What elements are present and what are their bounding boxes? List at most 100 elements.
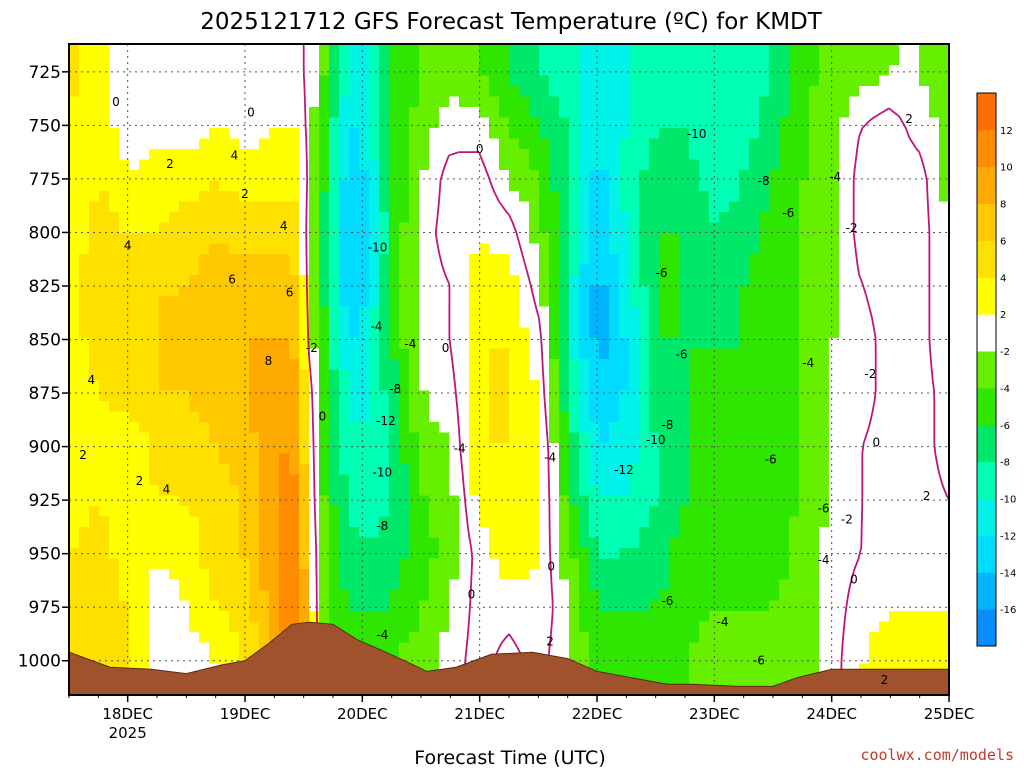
temperature-cell xyxy=(269,306,280,318)
temperature-cell xyxy=(219,579,230,591)
temperature-cell xyxy=(759,611,770,623)
temperature-cell xyxy=(169,537,180,549)
temperature-cell xyxy=(869,306,880,318)
temperature-cell xyxy=(319,170,330,182)
temperature-cell xyxy=(349,222,360,234)
temperature-cell xyxy=(499,359,510,371)
temperature-cell xyxy=(849,621,860,633)
temperature-cell xyxy=(759,348,770,360)
temperature-cell xyxy=(459,212,470,224)
temperature-cell xyxy=(789,516,800,528)
temperature-cell xyxy=(699,390,710,402)
temperature-cell xyxy=(69,516,80,528)
temperature-cell xyxy=(369,201,380,213)
temperature-cell xyxy=(209,212,220,224)
temperature-cell xyxy=(389,611,400,623)
temperature-cell xyxy=(249,96,260,108)
temperature-cell xyxy=(849,306,860,318)
temperature-cell xyxy=(499,600,510,612)
temperature-cell xyxy=(329,369,340,381)
temperature-cell xyxy=(79,296,90,308)
temperature-cell xyxy=(749,191,760,203)
temperature-cell xyxy=(159,86,170,98)
temperature-cell xyxy=(179,369,190,381)
temperature-cell xyxy=(169,663,180,675)
temperature-cell xyxy=(179,128,190,140)
temperature-cell xyxy=(639,96,650,108)
temperature-cell xyxy=(509,453,520,465)
temperature-cell xyxy=(819,128,830,140)
temperature-cell xyxy=(529,548,540,560)
temperature-cell xyxy=(239,348,250,360)
temperature-cell xyxy=(139,212,150,224)
temperature-cell xyxy=(189,411,200,423)
temperature-cell xyxy=(239,506,250,518)
temperature-cell xyxy=(539,569,550,581)
temperature-cell xyxy=(89,222,100,234)
temperature-cell xyxy=(229,201,240,213)
temperature-cell xyxy=(219,537,230,549)
temperature-cell xyxy=(749,380,760,392)
temperature-cell xyxy=(839,201,850,213)
temperature-cell xyxy=(609,558,620,570)
temperature-cell xyxy=(539,516,550,528)
temperature-cell xyxy=(849,380,860,392)
temperature-cell xyxy=(659,495,670,507)
temperature-cell xyxy=(439,527,450,539)
temperature-cell xyxy=(229,495,240,507)
temperature-cell xyxy=(449,600,460,612)
temperature-cell xyxy=(659,117,670,129)
temperature-cell xyxy=(729,411,740,423)
temperature-cell xyxy=(69,86,80,98)
temperature-cell xyxy=(169,317,180,329)
temperature-cell xyxy=(659,653,670,665)
temperature-cell xyxy=(739,401,750,413)
temperature-cell xyxy=(189,306,200,318)
temperature-cell xyxy=(839,506,850,518)
temperature-cell xyxy=(519,390,530,402)
temperature-cell xyxy=(469,222,480,234)
temperature-cell xyxy=(419,600,430,612)
temperature-cell xyxy=(769,432,780,444)
temperature-cell xyxy=(649,243,660,255)
temperature-cell xyxy=(79,359,90,371)
temperature-cell xyxy=(239,611,250,623)
temperature-cell xyxy=(439,201,450,213)
temperature-cell xyxy=(139,380,150,392)
temperature-cell xyxy=(509,296,520,308)
temperature-cell xyxy=(119,317,130,329)
temperature-cell xyxy=(659,54,670,66)
temperature-cell xyxy=(169,96,180,108)
temperature-cell xyxy=(329,485,340,497)
temperature-cell xyxy=(809,380,820,392)
temperature-cell xyxy=(579,569,590,581)
temperature-cell xyxy=(629,537,640,549)
temperature-cell xyxy=(649,180,660,192)
temperature-cell xyxy=(229,254,240,266)
temperature-cell xyxy=(159,327,170,339)
temperature-cell xyxy=(329,579,340,591)
temperature-cell xyxy=(159,243,170,255)
temperature-cell xyxy=(329,537,340,549)
temperature-cell xyxy=(559,275,570,287)
temperature-cell xyxy=(789,285,800,297)
temperature-cell xyxy=(489,432,500,444)
temperature-cell xyxy=(839,338,850,350)
temperature-cell xyxy=(189,537,200,549)
temperature-cell xyxy=(399,96,410,108)
temperature-cell xyxy=(769,96,780,108)
temperature-cell xyxy=(179,65,190,77)
temperature-cell xyxy=(829,159,840,171)
temperature-cell xyxy=(179,149,190,161)
temperature-cell xyxy=(229,432,240,444)
temperature-cell xyxy=(139,75,150,87)
temperature-cell xyxy=(169,44,180,56)
temperature-cell xyxy=(169,86,180,98)
temperature-cell xyxy=(209,590,220,602)
temperature-cell xyxy=(869,264,880,276)
temperature-cell xyxy=(619,621,630,633)
temperature-cell xyxy=(579,212,590,224)
temperature-cell xyxy=(109,275,120,287)
temperature-cell xyxy=(669,233,680,245)
temperature-cell xyxy=(289,107,300,119)
